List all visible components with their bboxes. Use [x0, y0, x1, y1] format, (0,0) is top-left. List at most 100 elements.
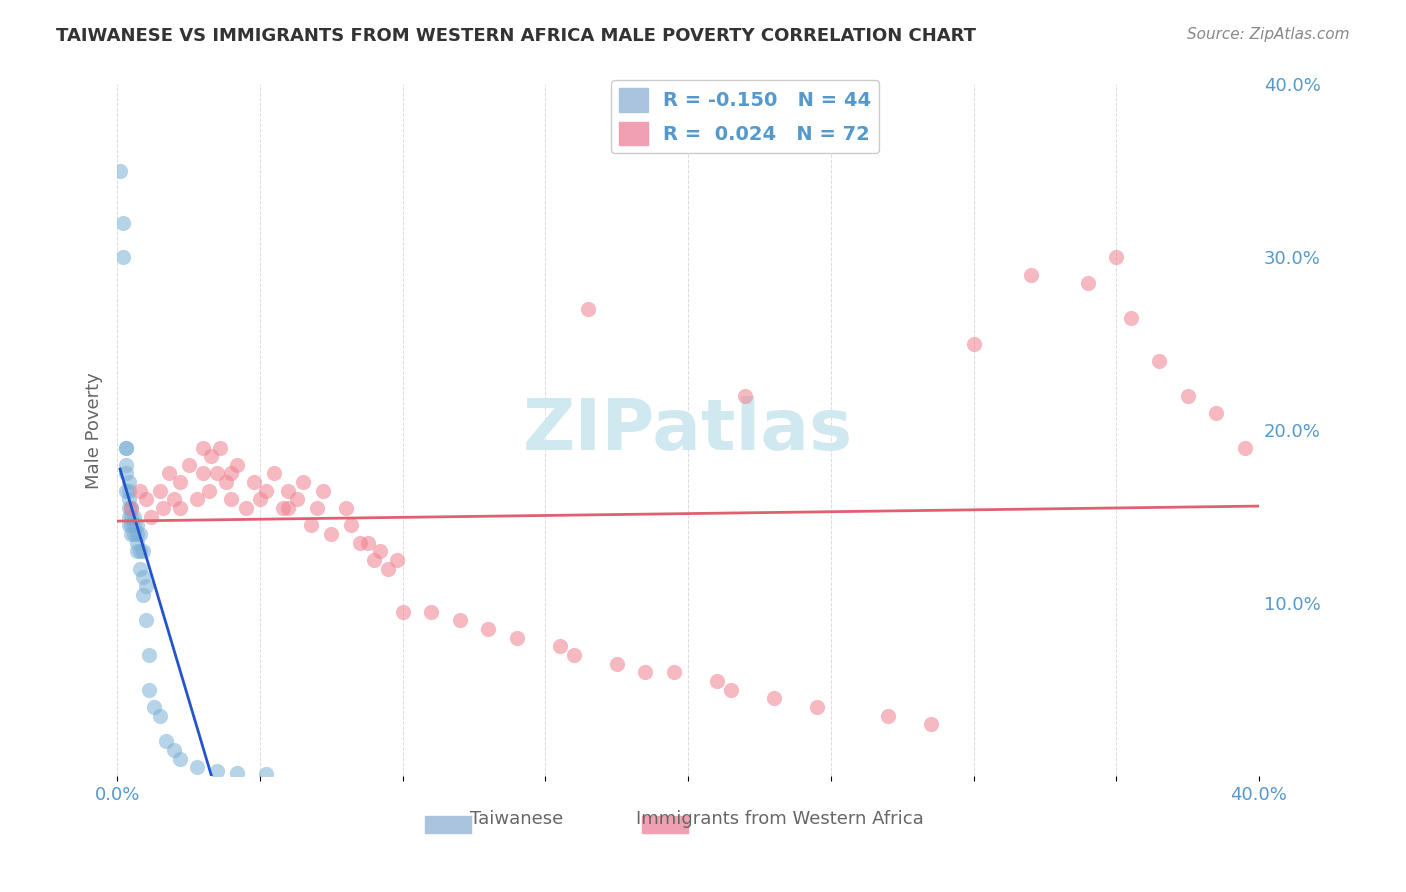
Point — [962, 336, 984, 351]
Point — [127, 544, 149, 558]
Point — [117, 509, 139, 524]
Point — [285, 492, 308, 507]
Point — [191, 467, 214, 481]
Point — [124, 527, 146, 541]
Point — [1105, 251, 1128, 265]
Point — [734, 389, 756, 403]
Point — [169, 752, 191, 766]
Point — [576, 302, 599, 317]
Point — [132, 570, 155, 584]
Point — [263, 467, 285, 481]
Point — [121, 509, 143, 524]
Point — [117, 475, 139, 490]
Point — [129, 483, 152, 498]
Point — [121, 501, 143, 516]
Point — [135, 614, 157, 628]
Point — [127, 535, 149, 549]
Point — [221, 492, 243, 507]
Point — [186, 760, 208, 774]
Point — [1147, 354, 1170, 368]
Point — [114, 483, 136, 498]
Point — [363, 553, 385, 567]
Point — [149, 708, 172, 723]
Point — [312, 483, 335, 498]
Point — [221, 467, 243, 481]
Point — [121, 518, 143, 533]
Point — [129, 561, 152, 575]
Y-axis label: Male Poverty: Male Poverty — [86, 372, 103, 489]
Point — [271, 501, 294, 516]
Point — [124, 518, 146, 533]
Point — [111, 251, 134, 265]
Point — [127, 527, 149, 541]
Point — [129, 544, 152, 558]
Point — [368, 544, 391, 558]
Point — [235, 501, 257, 516]
Point — [124, 509, 146, 524]
Point — [197, 483, 219, 498]
Text: ZIPatlas: ZIPatlas — [523, 396, 853, 465]
Point — [1233, 441, 1256, 455]
Point — [111, 216, 134, 230]
Point — [1177, 389, 1199, 403]
Point — [205, 467, 228, 481]
Point — [420, 605, 443, 619]
Point — [114, 467, 136, 481]
Point — [214, 475, 236, 490]
Legend: R = -0.150   N = 44, R =  0.024   N = 72: R = -0.150 N = 44, R = 0.024 N = 72 — [612, 80, 879, 153]
Point — [277, 501, 299, 516]
Point — [391, 605, 413, 619]
Point — [254, 483, 277, 498]
Point — [449, 614, 471, 628]
Point — [720, 682, 742, 697]
Point — [155, 734, 177, 748]
Point — [920, 717, 942, 731]
Point — [169, 475, 191, 490]
Point — [305, 501, 328, 516]
Text: Taiwanese: Taiwanese — [470, 811, 564, 829]
Text: Immigrants from Western Africa: Immigrants from Western Africa — [636, 811, 924, 829]
Point — [1205, 406, 1227, 420]
Point — [138, 682, 160, 697]
Point — [562, 648, 585, 662]
Point — [385, 553, 408, 567]
Point — [132, 588, 155, 602]
Point — [377, 561, 399, 575]
Point — [163, 492, 186, 507]
Point — [291, 475, 314, 490]
Point — [1019, 268, 1042, 282]
Point — [321, 527, 343, 541]
Point — [340, 518, 363, 533]
Point — [117, 483, 139, 498]
Point — [349, 535, 371, 549]
Point — [277, 483, 299, 498]
Point — [138, 648, 160, 662]
Point — [132, 544, 155, 558]
Point — [141, 509, 163, 524]
Text: Source: ZipAtlas.com: Source: ZipAtlas.com — [1187, 27, 1350, 42]
Point — [177, 458, 200, 472]
Point — [477, 622, 499, 636]
Point — [186, 492, 208, 507]
Point — [806, 700, 828, 714]
Point — [108, 164, 131, 178]
Point — [226, 458, 249, 472]
Point — [249, 492, 271, 507]
Point — [121, 501, 143, 516]
Point — [548, 640, 571, 654]
Point — [149, 483, 172, 498]
Point — [191, 441, 214, 455]
FancyBboxPatch shape — [643, 815, 688, 833]
Point — [606, 657, 628, 671]
Point — [114, 441, 136, 455]
Point — [129, 527, 152, 541]
Text: TAIWANESE VS IMMIGRANTS FROM WESTERN AFRICA MALE POVERTY CORRELATION CHART: TAIWANESE VS IMMIGRANTS FROM WESTERN AFR… — [56, 27, 976, 45]
Point — [226, 765, 249, 780]
Point — [135, 492, 157, 507]
Point — [357, 535, 380, 549]
Point — [208, 441, 231, 455]
Point — [205, 764, 228, 778]
Point — [114, 441, 136, 455]
Point — [127, 518, 149, 533]
Point — [143, 700, 166, 714]
